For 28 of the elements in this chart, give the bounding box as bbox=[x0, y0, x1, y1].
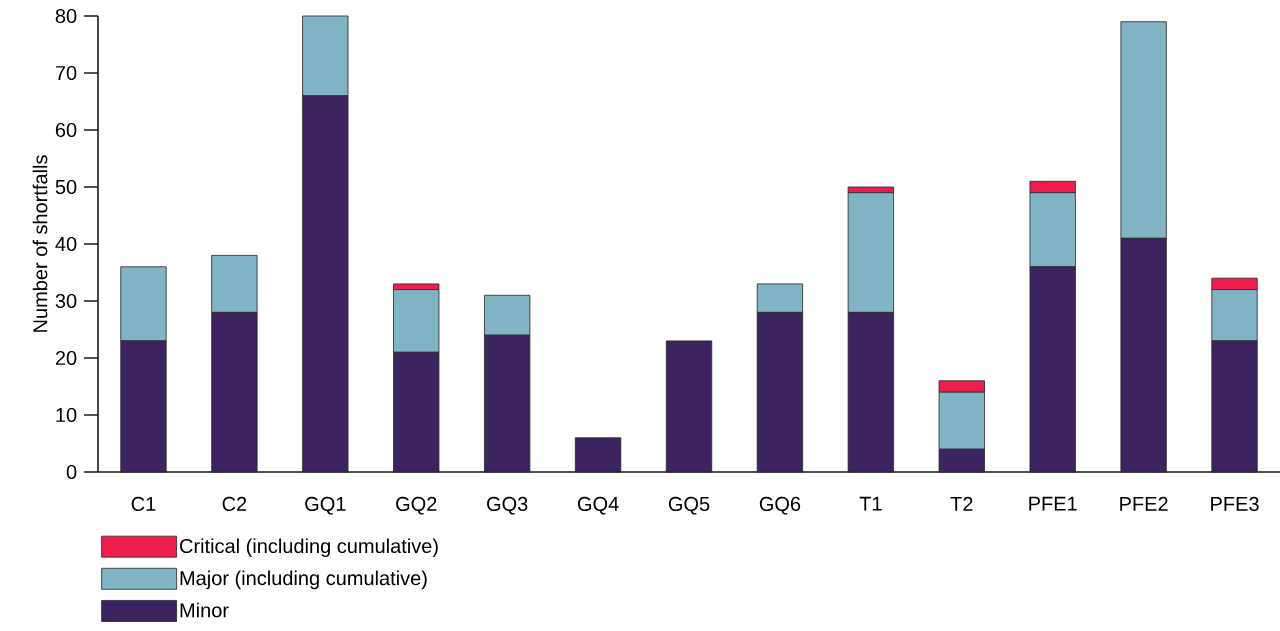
x-tick-label: C1 bbox=[131, 496, 156, 512]
x-tick-label: PFE3 bbox=[1211, 496, 1259, 512]
y-tick-label: 30 bbox=[55, 293, 77, 309]
x-tick-label: GQ3 bbox=[487, 496, 528, 515]
legend-label: Minor bbox=[180, 602, 229, 618]
y-tick-label: 70 bbox=[55, 65, 77, 81]
x-tick-label: T1 bbox=[859, 496, 882, 511]
x-tick-label: GQ2 bbox=[396, 496, 437, 515]
x-tick-label: GQ5 bbox=[668, 496, 710, 515]
bar bbox=[665, 340, 713, 473]
x-tick-label: GQ4 bbox=[577, 496, 619, 515]
y-tick-label: 40 bbox=[55, 236, 77, 252]
y-tick-label: 20 bbox=[55, 350, 77, 366]
x-tick-label: GQ6 bbox=[759, 496, 801, 515]
legend-label: Major (including cumulative) bbox=[180, 570, 427, 590]
bar bbox=[574, 437, 622, 473]
x-tick-label: GQ1 bbox=[305, 496, 346, 515]
x-tick-label: C2 bbox=[222, 496, 247, 512]
x-tick-label: PFE2 bbox=[1120, 496, 1168, 511]
x-tick-label: T2 bbox=[950, 496, 973, 511]
y-tick-label: 0 bbox=[66, 464, 77, 480]
y-tick-label: 50 bbox=[55, 179, 77, 195]
y-tick-label: 60 bbox=[55, 122, 77, 138]
y-tick-label: 10 bbox=[56, 407, 77, 423]
y-tick-label: 80 bbox=[55, 8, 77, 24]
y-axis-title: Number of shortfalls bbox=[32, 155, 48, 332]
legend-label: Critical (including cumulative) bbox=[180, 538, 438, 558]
x-tick-label: PFE1 bbox=[1029, 496, 1077, 511]
